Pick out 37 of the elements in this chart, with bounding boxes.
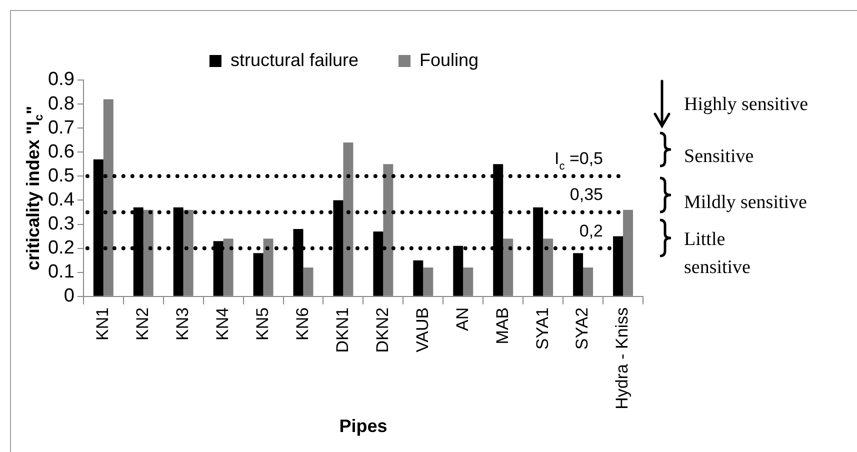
x-axis-title: Pipes [339, 416, 388, 436]
x-tick-label: VAUB [412, 307, 432, 352]
x-tick-label: SYA1 [532, 307, 552, 350]
text: Sensitive [684, 145, 755, 169]
ref-line-label: 0,2 [579, 221, 604, 240]
y-tick-label: 0.1 [48, 262, 74, 283]
x-tick-label: KN1 [93, 307, 112, 340]
x-tick-label: MAB [492, 307, 512, 344]
y-tick-label: 0.4 [48, 189, 75, 210]
x-tick-label: AN [452, 307, 472, 331]
y-tick-label: 0.8 [48, 93, 74, 114]
x-tick-label: KN5 [252, 307, 272, 340]
legend-label: structural failure [230, 50, 359, 70]
y-axis-title: criticality index "Ic" [22, 106, 46, 270]
ref-line-label: 0,35 [570, 185, 604, 204]
x-tick-label: DKN1 [332, 307, 352, 353]
text: Little sensitive [684, 228, 752, 280]
y-tick-label: 0.6 [48, 141, 74, 162]
x-tick-label: DKN2 [372, 307, 392, 353]
text: Highly sensitive [684, 93, 810, 117]
x-tick-label: KN4 [212, 307, 232, 340]
bar [413, 260, 424, 296]
x-tick-label: Hydra - Kniss [612, 307, 632, 410]
x-tick-label: SYA2 [572, 307, 592, 350]
y-tick-label: 0.9 [48, 69, 74, 90]
y-tick-label: 0.7 [48, 117, 74, 138]
x-tick-label: KN3 [173, 307, 192, 340]
bar [253, 253, 264, 296]
y-tick-label: 0.5 [48, 165, 74, 186]
text: Mildly sensitive [684, 191, 808, 215]
bar [573, 253, 584, 296]
y-tick-label: 0.3 [48, 213, 74, 234]
x-tick-label: KN6 [292, 307, 312, 340]
y-tick-label: 0.2 [48, 238, 74, 259]
legend-label: Fouling [420, 50, 479, 70]
y-tick-label: 0 [64, 286, 74, 307]
x-tick-label: KN2 [133, 307, 152, 340]
